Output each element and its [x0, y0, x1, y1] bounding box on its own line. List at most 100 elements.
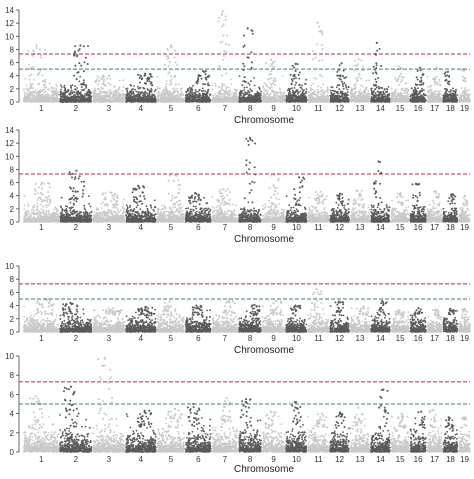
snp-point: [225, 43, 227, 45]
snp-point: [34, 92, 36, 94]
snp-point: [278, 92, 280, 94]
snp-point: [311, 92, 313, 94]
snp-point: [325, 98, 327, 100]
snp-point: [293, 95, 295, 97]
snp-point: [351, 89, 353, 91]
snp-point: [292, 92, 294, 94]
snp-point: [338, 100, 340, 102]
snp-point: [189, 98, 191, 100]
snp-point: [242, 63, 244, 65]
snp-point: [40, 90, 42, 92]
snp-point: [295, 70, 297, 72]
snp-point: [155, 89, 157, 91]
snp-point: [353, 88, 355, 90]
snp-point: [353, 99, 355, 101]
snp-point: [85, 85, 87, 87]
snp-point: [99, 97, 101, 99]
snp-point: [95, 100, 97, 102]
snp-point: [241, 97, 243, 99]
snp-point: [58, 101, 60, 103]
snp-point: [368, 79, 370, 81]
snp-point: [321, 48, 323, 50]
snp-point: [366, 80, 368, 82]
snp-point: [89, 97, 91, 99]
snp-point: [282, 101, 284, 103]
snp-point: [304, 96, 306, 98]
snp-point: [74, 95, 76, 97]
snp-point: [84, 61, 86, 63]
snp-point: [292, 80, 294, 82]
snp-point: [339, 64, 341, 66]
snp-point: [231, 95, 233, 97]
snp-point: [105, 95, 107, 97]
snp-point: [55, 89, 57, 91]
snp-point: [310, 87, 312, 89]
snp-point: [236, 91, 238, 93]
snp-point: [301, 100, 303, 102]
snp-point: [71, 96, 73, 98]
snp-point: [297, 63, 299, 65]
snp-point: [170, 80, 172, 82]
snp-point: [224, 91, 226, 93]
snp-point: [145, 101, 147, 103]
snp-point: [274, 66, 276, 68]
snp-point: [42, 89, 44, 91]
snp-point: [116, 96, 118, 98]
snp-point: [362, 99, 364, 101]
snp-point: [191, 87, 193, 89]
snp-point: [32, 66, 34, 68]
snp-point: [275, 94, 277, 96]
snp-point: [274, 78, 276, 80]
snp-point: [177, 92, 179, 94]
snp-point: [134, 95, 136, 97]
snp-point: [338, 84, 340, 86]
snp-point: [78, 62, 80, 64]
snp-point: [354, 93, 356, 95]
snp-point: [103, 91, 105, 93]
snp-point: [42, 74, 44, 76]
snp-point: [123, 86, 125, 88]
snp-point: [43, 80, 45, 82]
snp-point: [347, 101, 349, 103]
snp-point: [43, 84, 45, 86]
snp-point: [319, 31, 321, 33]
snp-point: [295, 77, 297, 79]
snp-point: [250, 98, 252, 100]
snp-point: [116, 90, 118, 92]
snp-point: [29, 87, 31, 89]
snp-point: [284, 92, 286, 94]
snp-point: [230, 79, 232, 81]
snp-point: [273, 80, 275, 82]
snp-point: [297, 91, 299, 93]
snp-point: [224, 50, 226, 52]
snp-point: [105, 85, 107, 87]
snp-point: [85, 87, 87, 89]
snp-point: [336, 75, 338, 77]
snp-point: [118, 88, 120, 90]
snp-point: [272, 67, 274, 69]
snp-point: [305, 98, 307, 100]
snp-point: [342, 75, 344, 77]
snp-point: [244, 76, 246, 78]
snp-point: [157, 86, 159, 88]
snp-point: [222, 59, 224, 61]
snp-point: [269, 78, 271, 80]
snp-point: [222, 35, 224, 37]
snp-point: [94, 89, 96, 91]
snp-point: [56, 95, 58, 97]
snp-point: [31, 87, 33, 89]
snp-point: [46, 100, 48, 102]
snp-point: [355, 77, 357, 79]
snp-point: [24, 78, 26, 80]
snp-point: [243, 93, 245, 95]
snp-point: [295, 91, 297, 93]
snp-point: [79, 80, 81, 82]
snp-point: [51, 86, 53, 88]
snp-point: [228, 98, 230, 100]
snp-point: [299, 91, 301, 93]
snp-point: [310, 85, 312, 87]
snp-peak-point: [270, 59, 272, 61]
snp-point: [286, 101, 288, 103]
snp-point: [76, 72, 78, 74]
snp-point: [355, 86, 357, 88]
